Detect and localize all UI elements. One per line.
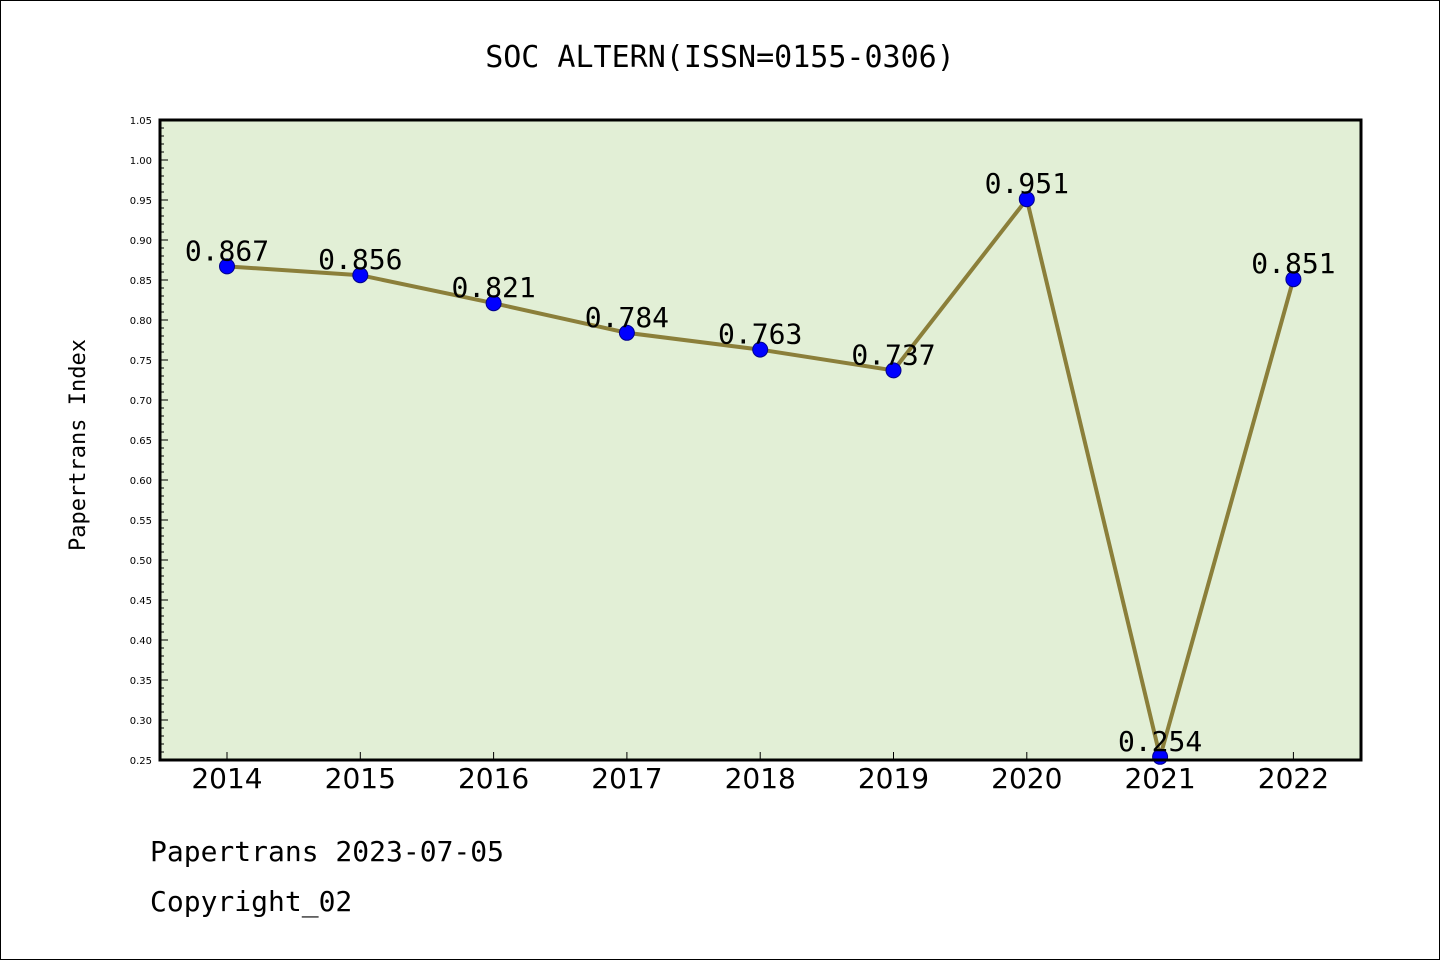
y-tick-label: 0.75 <box>130 356 152 367</box>
data-point <box>1018 191 1035 208</box>
data-label: 0.254 <box>1118 725 1202 758</box>
data-point <box>618 324 635 341</box>
y-tick-label: 0.65 <box>130 436 152 447</box>
x-tick-label: 2022 <box>1258 762 1329 795</box>
y-tick-label: 0.95 <box>130 196 152 207</box>
y-axis: 0.25 0.30 0.35 0.40 0.45 0.50 0.55 0.60 0.65 0.70… <box>130 116 168 767</box>
data-label: 0.851 <box>1251 247 1335 280</box>
x-tick-label: 2019 <box>858 762 929 795</box>
y-tick-label: 0.30 <box>130 716 152 727</box>
y-tick-label: 0.35 <box>130 676 152 687</box>
y-tick-label: 0.25 <box>130 756 152 767</box>
data-label: 0.784 <box>585 301 669 334</box>
y-tick-label: 1.05 <box>130 116 152 127</box>
x-tick-label: 2020 <box>991 762 1062 795</box>
data-label: 0.951 <box>985 167 1069 200</box>
plot-border <box>158 118 1363 762</box>
x-tick-label: 2014 <box>191 762 262 795</box>
x-tick-label: 2021 <box>1124 762 1195 795</box>
data-label: 0.867 <box>185 234 269 267</box>
y-tick-label: 0.40 <box>130 636 152 647</box>
x-tick-label: 2015 <box>325 762 396 795</box>
y-tick-label: 0.50 <box>130 556 152 567</box>
x-tick-label: 2016 <box>458 762 529 795</box>
series-layer <box>219 191 1302 765</box>
x-tick-label: 2017 <box>591 762 662 795</box>
y-axis-label: Papertrans Index <box>66 339 91 551</box>
x-axis: 2014 2015 2016 2017 2018 2019 2020 2021 2022 <box>191 752 1329 795</box>
y-tick-label: 0.70 <box>130 396 152 407</box>
y-tick-label: 0.45 <box>130 596 152 607</box>
chart-title: SOC ALTERN(ISSN=0155-0306) <box>485 40 955 75</box>
data-label: 0.856 <box>318 243 402 276</box>
data-point <box>352 267 369 284</box>
y-tick-label: 0.55 <box>130 516 152 527</box>
data-point <box>752 341 769 358</box>
y-tick-label: 0.85 <box>130 276 152 287</box>
data-point <box>1285 271 1302 288</box>
y-tick-label: 0.90 <box>130 236 152 247</box>
x-tick-label: 2018 <box>725 762 796 795</box>
y-tick-label: 0.60 <box>130 476 152 487</box>
footer-date: Papertrans 2023-07-05 <box>150 835 505 868</box>
y-tick-label: 1.00 <box>130 156 152 167</box>
data-point <box>485 295 502 312</box>
data-label-layer: 0.867 0.856 0.821 0.784 0.763 0.737 0.951 0.254… <box>185 167 1336 758</box>
data-point <box>219 258 235 275</box>
plot-area <box>160 120 1361 760</box>
data-label: 0.763 <box>718 318 802 351</box>
data-point <box>885 362 902 379</box>
data-label: 0.821 <box>451 271 535 304</box>
y-tick-label: 0.80 <box>130 316 152 327</box>
data-label: 0.737 <box>851 338 935 371</box>
footer-copyright: Copyright_02 <box>150 885 353 918</box>
